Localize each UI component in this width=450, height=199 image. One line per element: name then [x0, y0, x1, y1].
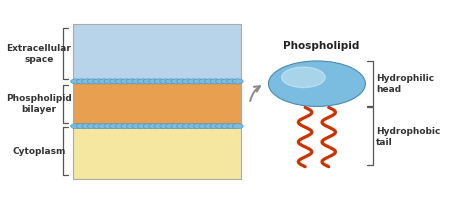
Circle shape — [160, 124, 171, 129]
Circle shape — [176, 79, 188, 84]
Circle shape — [115, 124, 126, 129]
Circle shape — [148, 79, 160, 84]
Bar — [73, 24, 241, 83]
Circle shape — [87, 79, 98, 84]
Circle shape — [76, 124, 87, 129]
Circle shape — [99, 124, 109, 129]
Circle shape — [282, 67, 325, 88]
Circle shape — [132, 124, 143, 129]
Circle shape — [182, 79, 193, 84]
Bar — [73, 24, 241, 179]
Circle shape — [188, 79, 198, 84]
Circle shape — [143, 124, 154, 129]
Circle shape — [204, 124, 216, 129]
Circle shape — [165, 124, 176, 129]
Circle shape — [232, 124, 243, 129]
Circle shape — [176, 124, 188, 129]
Circle shape — [210, 79, 221, 84]
Circle shape — [93, 79, 104, 84]
Circle shape — [104, 124, 115, 129]
Circle shape — [210, 124, 221, 129]
Circle shape — [138, 124, 148, 129]
Circle shape — [216, 124, 226, 129]
Circle shape — [82, 79, 93, 84]
Circle shape — [154, 124, 165, 129]
Circle shape — [171, 79, 182, 84]
Text: Hydrophilic
head: Hydrophilic head — [376, 74, 434, 94]
Circle shape — [232, 79, 243, 84]
Circle shape — [71, 124, 81, 129]
Circle shape — [204, 79, 216, 84]
Text: Hydrophobic
tail: Hydrophobic tail — [376, 127, 440, 147]
Text: Phospholipid
bilayer: Phospholipid bilayer — [6, 94, 72, 114]
Circle shape — [160, 79, 171, 84]
Circle shape — [110, 124, 121, 129]
Circle shape — [126, 124, 137, 129]
Circle shape — [138, 79, 148, 84]
Bar — [73, 125, 241, 179]
Circle shape — [121, 79, 132, 84]
Circle shape — [99, 79, 109, 84]
Text: Extracellular
space: Extracellular space — [7, 44, 72, 64]
Circle shape — [227, 124, 238, 129]
Circle shape — [193, 79, 204, 84]
Circle shape — [132, 79, 143, 84]
Circle shape — [165, 79, 176, 84]
Circle shape — [76, 79, 87, 84]
Circle shape — [104, 79, 115, 84]
Circle shape — [188, 124, 198, 129]
Circle shape — [154, 79, 165, 84]
Circle shape — [71, 79, 81, 84]
Circle shape — [126, 79, 137, 84]
Circle shape — [221, 124, 232, 129]
Circle shape — [216, 79, 226, 84]
Text: Cytoplasm: Cytoplasm — [12, 147, 66, 156]
Circle shape — [82, 124, 93, 129]
Circle shape — [171, 124, 182, 129]
Circle shape — [193, 124, 204, 129]
Circle shape — [199, 79, 210, 84]
Circle shape — [269, 61, 365, 106]
Circle shape — [110, 79, 121, 84]
Circle shape — [93, 124, 104, 129]
Bar — [73, 83, 241, 125]
Circle shape — [121, 124, 132, 129]
Text: Phospholipid: Phospholipid — [283, 41, 360, 51]
Circle shape — [148, 124, 160, 129]
Circle shape — [143, 79, 154, 84]
Circle shape — [87, 124, 98, 129]
Circle shape — [199, 124, 210, 129]
Circle shape — [182, 124, 193, 129]
Circle shape — [227, 79, 238, 84]
Circle shape — [221, 79, 232, 84]
Circle shape — [115, 79, 126, 84]
